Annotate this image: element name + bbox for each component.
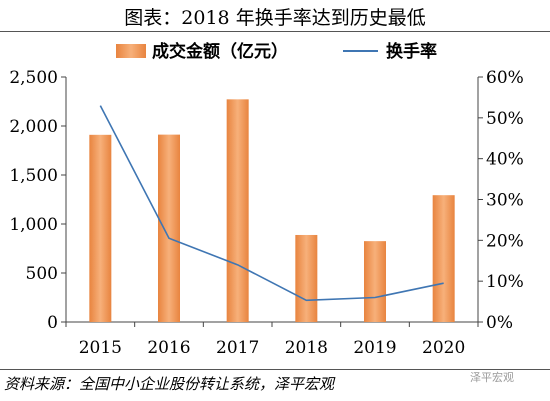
watermark: 泽平宏观 xyxy=(470,371,514,384)
right-tick-label: 60% xyxy=(486,68,524,88)
left-tick-label: 500 xyxy=(26,264,58,284)
legend-bar-swatch xyxy=(116,44,146,58)
right-tick-label: 0% xyxy=(486,313,513,333)
x-tick-label: 2019 xyxy=(353,338,396,358)
legend-line-label: 换手率 xyxy=(386,41,437,62)
turnover-line xyxy=(99,105,444,302)
left-tick-label: 0 xyxy=(47,313,58,333)
bottom-divider xyxy=(0,369,550,370)
axes: 0 500 1,000 1,500 2,000 2,500 0% 10% 20% 30% 40% 50… xyxy=(9,68,523,358)
bar xyxy=(295,234,318,322)
right-tick-label: 50% xyxy=(486,109,524,129)
left-tick-label: 2,500 xyxy=(9,68,58,88)
bar xyxy=(364,241,386,322)
line-series xyxy=(99,105,444,302)
bar xyxy=(432,195,455,322)
chart: 0 500 1,000 1,500 2,000 2,500 0% 10% 20% 30% 40% 50… xyxy=(9,41,523,358)
bar xyxy=(226,99,249,323)
x-tick-label: 2017 xyxy=(216,338,259,358)
right-tick-label: 20% xyxy=(486,231,524,251)
x-tick-label: 2016 xyxy=(147,338,190,358)
x-tick-label: 2018 xyxy=(285,338,328,358)
right-tick-label: 10% xyxy=(486,272,524,292)
bars xyxy=(89,99,455,323)
left-tick-label: 1,000 xyxy=(9,215,58,235)
x-tick-label: 2020 xyxy=(422,338,465,358)
legend: 成交金额（亿元） 换手率 xyxy=(116,41,437,62)
legend-bar-label: 成交金额（亿元） xyxy=(152,41,288,62)
page-title: 图表：2018 年换手率达到历史最低 xyxy=(124,7,426,29)
left-tick-label: 1,500 xyxy=(9,166,58,186)
x-tick-label: 2015 xyxy=(79,338,122,358)
left-tick-label: 2,000 xyxy=(9,117,58,137)
right-tick-label: 30% xyxy=(486,191,524,211)
right-tick-label: 40% xyxy=(486,150,524,170)
bar xyxy=(158,134,180,322)
source-note: 资料来源：全国中小企业股份转让系统，泽平宏观 xyxy=(4,375,335,393)
bar xyxy=(89,134,112,322)
title-divider xyxy=(0,31,550,32)
